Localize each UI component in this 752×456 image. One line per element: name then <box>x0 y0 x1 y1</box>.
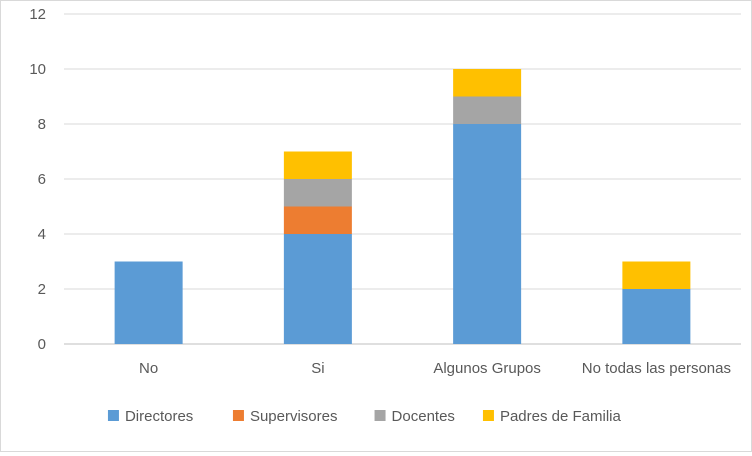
legend-item-supervisores: Supervisores <box>232 408 338 425</box>
y-tick-label: 4 <box>38 226 46 243</box>
legend-swatch <box>374 410 386 421</box>
bar-segment-docentes-1 <box>283 179 352 207</box>
bar-segment-docentes-2 <box>453 96 522 124</box>
legend-swatch <box>107 410 119 421</box>
bar-segment-directores-3 <box>622 289 691 344</box>
bar-segment-directores-2 <box>453 124 522 344</box>
legend: Directores Supervisores Docentes Padres de … <box>107 408 622 425</box>
y-tick-label: 6 <box>38 171 46 188</box>
bar-segment-padres-de-familia-2 <box>453 69 522 97</box>
legend-swatch <box>232 410 244 421</box>
x-axis-ticks: No Si Algunos Grupos No todas las personas <box>139 360 731 377</box>
bar-segment-padres-de-familia-3 <box>622 261 691 289</box>
legend-item-docentes: Docentes <box>374 408 455 425</box>
bar-segment-padres-de-familia-1 <box>283 151 352 179</box>
legend-item-directores: Directores <box>107 408 193 425</box>
bar-segment-supervisores-1 <box>283 206 352 234</box>
x-tick-label: No <box>139 360 158 377</box>
legend-label: Directores <box>125 408 193 425</box>
bar-segment-directores-0 <box>114 261 183 344</box>
legend-label: Padres de Familia <box>500 408 622 425</box>
legend-swatch <box>482 410 494 421</box>
y-tick-label: 0 <box>38 336 46 353</box>
legend-label: Supervisores <box>250 408 338 425</box>
y-tick-label: 8 <box>38 116 46 133</box>
legend-item-padres-de-familia: Padres de Familia <box>482 408 622 425</box>
bar-segment-directores-1 <box>283 234 352 344</box>
y-tick-label: 2 <box>38 281 46 298</box>
x-tick-label: No todas las personas <box>582 360 731 377</box>
y-axis-ticks: 0 2 4 6 8 10 12 <box>29 6 46 353</box>
x-tick-label: Algunos Grupos <box>433 360 541 377</box>
legend-label: Docentes <box>392 408 455 425</box>
bars <box>114 69 691 344</box>
y-tick-label: 12 <box>29 6 46 23</box>
x-tick-label: Si <box>311 360 324 377</box>
y-tick-label: 10 <box>29 61 46 78</box>
